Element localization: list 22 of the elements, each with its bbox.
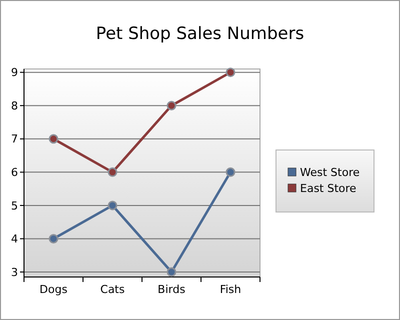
- x-tick-label: Birds: [158, 283, 186, 296]
- point: [48, 134, 58, 144]
- y-tick-label: 8: [11, 99, 18, 112]
- point: [166, 100, 176, 110]
- chart-title: Pet Shop Sales Numbers: [96, 24, 304, 44]
- x-tick-label: Cats: [100, 283, 125, 296]
- y-tick-label: 6: [11, 166, 18, 180]
- point: [108, 167, 118, 177]
- y-tick-label: 5: [11, 199, 18, 212]
- x-tick-label: Dogs: [40, 283, 68, 296]
- point: [166, 267, 176, 277]
- legend-label: East Store: [300, 182, 357, 195]
- y-tick-label: 7: [11, 132, 18, 146]
- point: [226, 167, 236, 177]
- x-tick-label: Fish: [220, 283, 242, 296]
- y-tick-label: 4: [11, 232, 18, 246]
- point: [48, 234, 58, 244]
- point: [226, 68, 236, 78]
- y-tick-label: 9: [11, 66, 18, 80]
- legend-label: West Store: [300, 166, 360, 179]
- point: [108, 200, 118, 210]
- y-tick-label: 3: [11, 266, 18, 279]
